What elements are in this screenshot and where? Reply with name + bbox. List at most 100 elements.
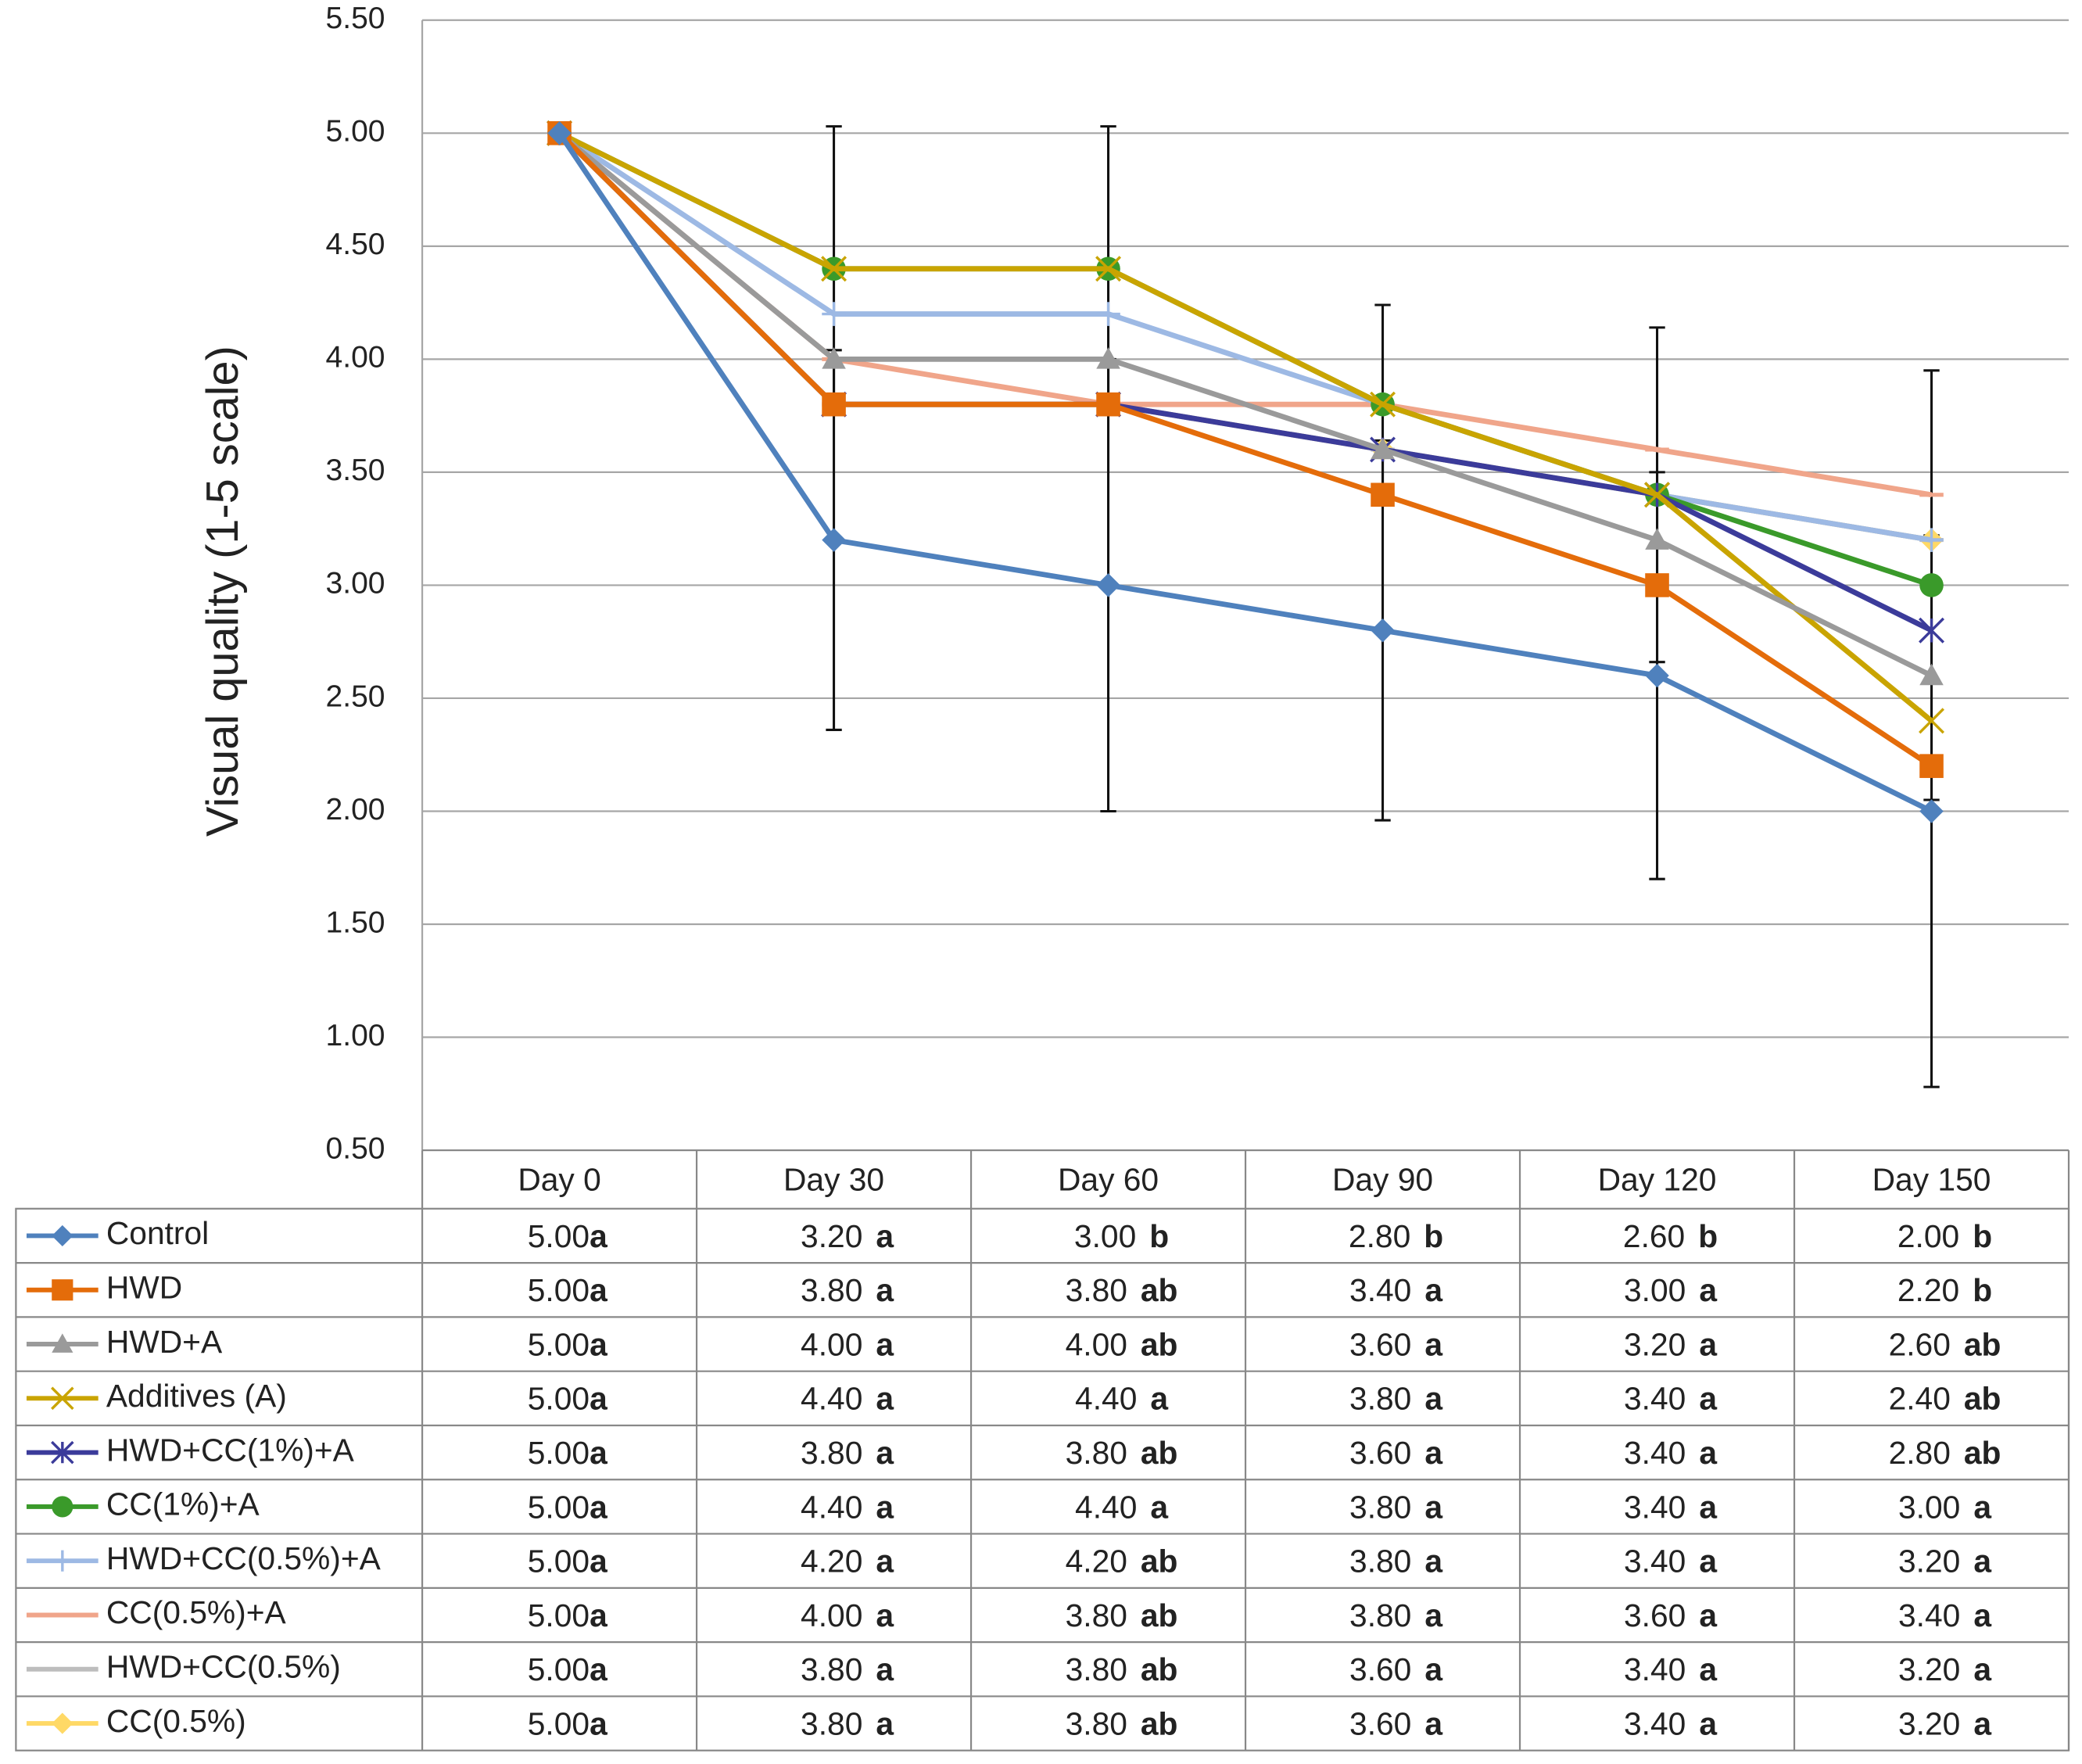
table-cell: 5.00a <box>528 1489 607 1525</box>
cell-letter: a <box>876 1218 894 1254</box>
cell-letter: ab <box>1141 1435 1178 1471</box>
x-tick-label: Day 60 <box>1058 1162 1159 1198</box>
cell-letter: a <box>589 1272 607 1308</box>
marker <box>52 1550 73 1572</box>
cell-value: 4.40 <box>801 1489 862 1525</box>
table-cell: 5.00a <box>528 1380 607 1416</box>
series-line <box>557 131 1933 633</box>
cell-value: 3.20 <box>1898 1543 1960 1579</box>
cell-value: 2.80 <box>1889 1435 1951 1471</box>
table-cell: 3.80 ab <box>1066 1597 1178 1633</box>
table-cell: 4.40 a <box>801 1489 894 1525</box>
cell-value: 3.60 <box>1349 1435 1411 1471</box>
cell-value: 3.20 <box>1898 1705 1960 1741</box>
cell-value: 4.00 <box>801 1597 862 1633</box>
cell-letter: a <box>876 1272 894 1308</box>
y-axis-title: Visual quality (1-5 scale) <box>198 346 248 837</box>
marker <box>547 121 572 145</box>
cell-letter: a <box>589 1435 607 1471</box>
cell-value: 4.40 <box>1075 1489 1137 1525</box>
cell-value: 2.00 <box>1897 1218 1959 1254</box>
y-tick-label: 3.00 <box>326 567 385 601</box>
table-cell: 5.00a <box>528 1705 607 1741</box>
cell-value: 3.80 <box>801 1705 862 1741</box>
y-tick-label: 5.00 <box>326 115 385 149</box>
cell-value: 2.80 <box>1349 1218 1410 1254</box>
cell-value: 5.00 <box>528 1705 589 1741</box>
cell-letter: a <box>589 1543 607 1579</box>
series-line <box>557 131 1933 543</box>
table-cell: 5.00a <box>528 1651 607 1687</box>
cell-value: 4.40 <box>1075 1380 1137 1416</box>
cell-letter: a <box>1699 1380 1717 1416</box>
table-cell: 2.20 b <box>1897 1272 1992 1308</box>
legend-label: Additives (A) <box>106 1378 287 1414</box>
cell-value: 5.00 <box>528 1489 589 1525</box>
table-cell: 5.00a <box>528 1597 607 1633</box>
cell-value: 5.00 <box>528 1651 589 1687</box>
cell-value: 3.80 <box>1349 1543 1411 1579</box>
table-cell: 3.20 a <box>1898 1705 1991 1741</box>
marker <box>1095 256 1122 282</box>
cell-value: 4.00 <box>1066 1326 1127 1362</box>
marker <box>1096 573 1120 597</box>
y-tick-label: 4.50 <box>326 228 385 261</box>
series-line <box>558 131 1933 723</box>
cell-value: 3.60 <box>1624 1597 1686 1633</box>
table-cell: 3.60 a <box>1624 1597 1717 1633</box>
cell-value: 3.60 <box>1349 1651 1411 1687</box>
cell-value: 5.00 <box>528 1326 589 1362</box>
cell-letter: a <box>1424 1543 1442 1579</box>
marker <box>1919 617 1945 644</box>
marker <box>822 347 846 369</box>
y-tick-label: 3.50 <box>326 454 385 487</box>
cell-value: 4.40 <box>801 1380 862 1416</box>
table-cell: 3.80 ab <box>1066 1435 1178 1471</box>
table-cell: 4.40 a <box>1075 1489 1168 1525</box>
cell-letter: a <box>589 1597 607 1633</box>
cell-letter: a <box>1699 1597 1717 1633</box>
table-cell: 3.60 a <box>1349 1435 1442 1471</box>
table-cell: 3.20 a <box>801 1218 894 1254</box>
cell-letter: ab <box>1964 1435 2001 1471</box>
legend-label: CC(0.5%) <box>106 1703 246 1739</box>
cell-letter: ab <box>1141 1272 1178 1308</box>
table-cell: 3.40 a <box>1624 1489 1717 1525</box>
cell-letter: b <box>1149 1218 1169 1254</box>
cell-letter: a <box>589 1326 607 1362</box>
cell-value: 3.80 <box>1066 1435 1127 1471</box>
cell-letter: a <box>1150 1489 1168 1525</box>
marker <box>822 528 846 552</box>
series-line <box>557 131 1933 679</box>
marker <box>52 1712 73 1734</box>
marker <box>1645 663 1669 688</box>
table-cell: 3.40 a <box>1624 1705 1717 1741</box>
y-tick-label: 1.50 <box>326 905 385 939</box>
table-cell: 4.00 a <box>801 1597 894 1633</box>
y-tick-label: 1.00 <box>326 1019 385 1052</box>
y-tick-label: 4.00 <box>326 341 385 375</box>
table-cell: 4.00 ab <box>1066 1326 1178 1362</box>
table-cell: 3.40 a <box>1624 1380 1717 1416</box>
marker <box>1919 708 1945 734</box>
table-cell: 3.40 a <box>1898 1597 1991 1633</box>
table-cell: 3.80 ab <box>1066 1272 1178 1308</box>
cell-letter: ab <box>1141 1705 1178 1741</box>
cell-value: 5.00 <box>528 1435 589 1471</box>
cell-value: 2.60 <box>1623 1218 1685 1254</box>
cell-value: 3.60 <box>1349 1326 1411 1362</box>
table-cell: 5.00a <box>528 1326 607 1362</box>
marker <box>1371 482 1395 507</box>
cell-value: 2.60 <box>1889 1326 1951 1362</box>
marker <box>1096 392 1120 417</box>
cell-letter: a <box>1424 1272 1442 1308</box>
table-cell: 2.80 ab <box>1889 1435 2001 1471</box>
cell-value: 3.80 <box>1349 1489 1411 1525</box>
cell-value: 3.40 <box>1624 1705 1686 1741</box>
cell-value: 3.20 <box>1624 1326 1686 1362</box>
cell-value: 3.40 <box>1624 1380 1686 1416</box>
x-tick-label: Day 120 <box>1598 1162 1717 1198</box>
table-cell: 3.00 b <box>1074 1218 1169 1254</box>
cell-letter: a <box>589 1651 607 1687</box>
table-cell: 3.80 a <box>1349 1597 1442 1633</box>
